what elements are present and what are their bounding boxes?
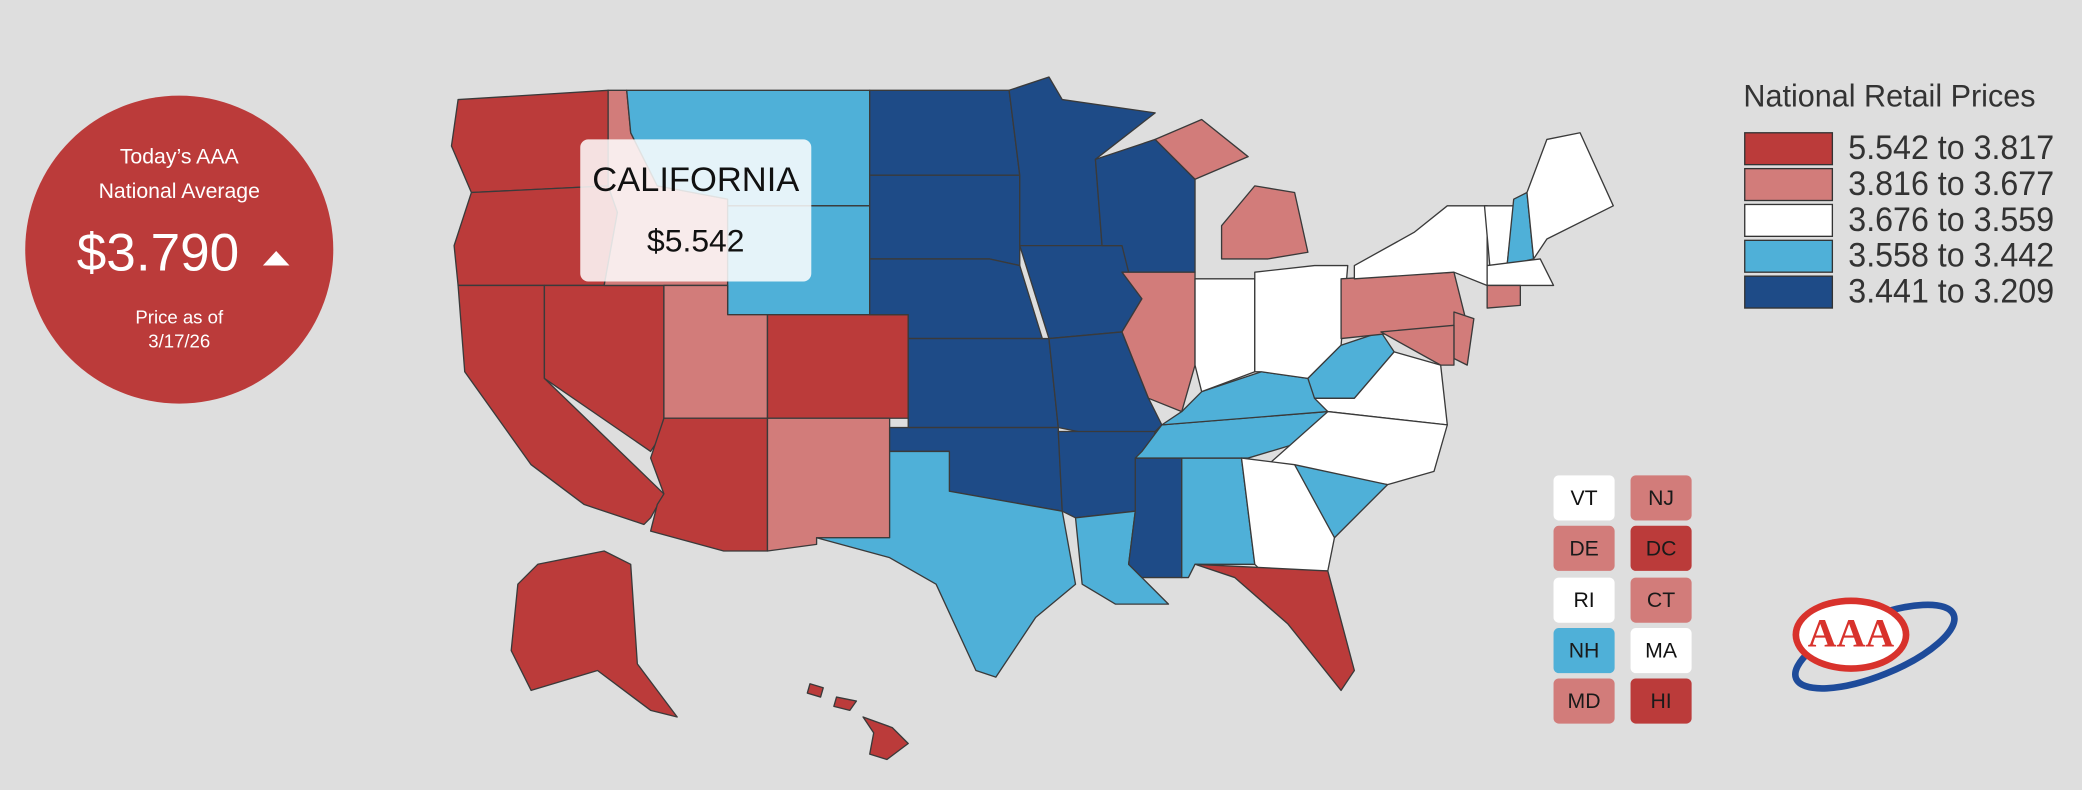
state[interactable] (510, 550, 678, 718)
state[interactable] (1154, 118, 1249, 180)
small-state-box[interactable] (1553, 678, 1615, 724)
small-state-label: MD (1568, 689, 1601, 713)
small-state-box[interactable] (1630, 525, 1692, 571)
legend-swatch (1744, 275, 1834, 309)
legend-swatch (1744, 203, 1834, 237)
badge-heading: National Average (99, 179, 260, 203)
small-state-label: HI (1650, 689, 1671, 713)
small-state-label: DE (1569, 536, 1599, 560)
small-state-label: CT (1647, 588, 1675, 612)
tooltip-price: $5.542 (647, 222, 744, 258)
state[interactable] (1194, 563, 1356, 692)
legend-swatch (1744, 239, 1834, 273)
badge-price: $3.790 (77, 223, 239, 282)
small-state-label: RI (1573, 588, 1594, 612)
legend-label: 3.441 to 3.209 (1848, 273, 2054, 311)
legend-swatch (1744, 167, 1834, 202)
small-state-box[interactable] (1630, 678, 1692, 724)
legend-title: National Retail Prices (1743, 78, 2035, 114)
legend-label: 3.558 to 3.442 (1848, 237, 2054, 275)
state[interactable] (1526, 132, 1614, 260)
small-state-box[interactable] (1630, 628, 1692, 674)
small-state-box[interactable] (1553, 525, 1615, 571)
small-state-label: DC (1646, 536, 1677, 560)
state[interactable] (1267, 410, 1448, 486)
legend-label: 3.816 to 3.677 (1848, 165, 2054, 203)
small-state-box[interactable] (1630, 577, 1692, 623)
logo-oval-inner (1799, 604, 1903, 666)
small-state-label: NJ (1648, 486, 1674, 510)
state[interactable] (1486, 258, 1555, 287)
small-states: VT NJ DE DC RI CT NH MA MD HI (1553, 475, 1692, 724)
state[interactable] (869, 89, 1021, 176)
badge-date: 3/17/26 (148, 330, 210, 351)
state[interactable] (907, 337, 1059, 429)
state[interactable] (766, 417, 891, 552)
state[interactable] (815, 450, 1077, 678)
state[interactable] (1353, 205, 1488, 287)
small-state-label: MA (1645, 639, 1678, 663)
legend: National Retail Prices 5.542 to 3.8173.8… (1743, 78, 2054, 311)
tooltip-state: CALIFORNIA (592, 161, 799, 199)
small-state-box[interactable] (1553, 577, 1615, 623)
badge-circle (25, 95, 334, 404)
small-state-label: NH (1569, 639, 1600, 663)
state[interactable] (649, 417, 769, 552)
state[interactable] (806, 683, 824, 698)
small-state-box[interactable] (1630, 475, 1692, 521)
state[interactable] (1380, 324, 1455, 366)
state[interactable] (1127, 457, 1183, 579)
tooltip-box (580, 139, 812, 282)
state[interactable] (1194, 278, 1256, 393)
badge-label: Price as of (135, 307, 224, 328)
badge-heading: Today’s AAA (120, 145, 240, 169)
small-state-label: VT (1571, 486, 1598, 510)
state[interactable] (766, 314, 909, 419)
state[interactable] (862, 716, 909, 761)
aaa-logo: AAA (1791, 597, 1958, 692)
tooltip: CALIFORNIA $5.542 (580, 139, 812, 282)
national-average-badge: Today’s AAA National Average $3.790 Pric… (25, 95, 334, 404)
logo-text: AAA (1808, 611, 1895, 655)
small-state-box[interactable] (1553, 475, 1615, 521)
legend-swatch (1744, 132, 1834, 166)
legend-label: 3.676 to 3.559 (1848, 201, 2054, 239)
state[interactable] (833, 696, 858, 711)
state[interactable] (1220, 185, 1309, 260)
state[interactable] (1486, 284, 1522, 309)
up-arrow (262, 250, 290, 266)
small-state-box[interactable] (1553, 628, 1615, 674)
state[interactable] (869, 174, 1021, 267)
legend-label: 5.542 to 3.817 (1848, 129, 2054, 167)
state[interactable] (1453, 311, 1475, 366)
